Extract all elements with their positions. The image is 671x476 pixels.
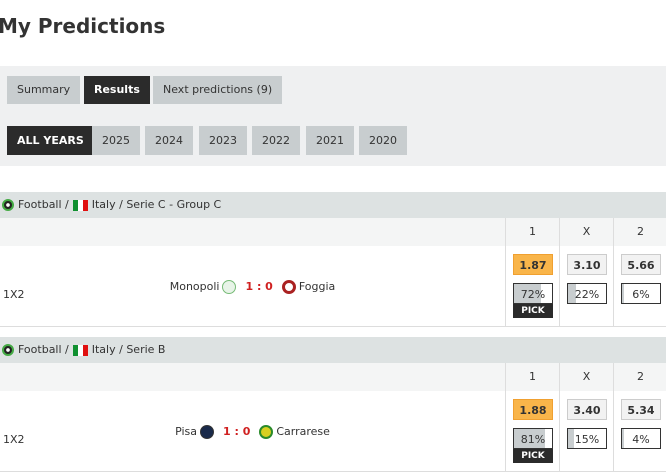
league-header[interactable]: Football / Italy / Serie C - Group C bbox=[0, 192, 666, 218]
separator: / bbox=[61, 343, 69, 356]
match-row[interactable]: 1X2 Monopoli 1 : 0 Foggia 1.87 72% PICK 3.… bbox=[0, 246, 666, 327]
pick-badge: PICK bbox=[513, 449, 553, 463]
column-header: X bbox=[559, 363, 613, 391]
odds-button[interactable]: 1.88 bbox=[513, 399, 553, 420]
page-title: My Predictions bbox=[0, 14, 166, 38]
odds-button[interactable]: 3.40 bbox=[567, 399, 607, 420]
sport-label: Football bbox=[18, 343, 62, 356]
pick-badge: PICK bbox=[513, 304, 553, 318]
year-2022[interactable]: 2022 bbox=[252, 126, 300, 155]
column-header: 2 bbox=[613, 363, 667, 391]
match-score: 1 : 0 bbox=[245, 280, 273, 293]
probability-bar: 22% bbox=[567, 283, 607, 304]
match-row[interactable]: 1X2 Pisa 1 : 0 Carrarese 1.88 81% PICK 3.4… bbox=[0, 391, 666, 472]
odds-column-1: 3.10 22% bbox=[559, 246, 613, 326]
year-2020[interactable]: 2020 bbox=[359, 126, 407, 155]
separator: / bbox=[61, 198, 69, 211]
tab-results[interactable]: Results bbox=[84, 76, 150, 104]
away-team-logo-icon bbox=[259, 425, 274, 439]
market-label: 1X2 bbox=[3, 288, 25, 301]
odds-column-2: 5.34 4% bbox=[613, 391, 667, 471]
probability-fill bbox=[622, 284, 625, 303]
away-team-logo-icon bbox=[281, 280, 296, 294]
home-team-logo-icon bbox=[199, 425, 214, 439]
probability-fill bbox=[514, 284, 542, 303]
year-2025[interactable]: 2025 bbox=[92, 126, 140, 155]
probability-bar: 6% bbox=[621, 283, 661, 304]
probability-fill bbox=[514, 429, 545, 448]
odds-column-1: 3.40 15% bbox=[559, 391, 613, 471]
filter-panel: Summary Results Next predictions (9) ALL… bbox=[0, 66, 666, 166]
football-icon bbox=[2, 199, 14, 211]
tab-summary[interactable]: Summary bbox=[7, 76, 81, 104]
away-team: Foggia bbox=[298, 280, 336, 293]
probability-bar: 15% bbox=[567, 428, 607, 449]
year-2024[interactable]: 2024 bbox=[145, 126, 193, 155]
league-label: / Serie C - Group C bbox=[119, 198, 222, 211]
column-header: 1 bbox=[505, 218, 559, 246]
home-team: Pisa bbox=[175, 425, 197, 438]
country-label: Italy bbox=[91, 198, 116, 211]
football-icon bbox=[2, 344, 14, 356]
probability-bar: 4% bbox=[621, 428, 661, 449]
odds-button[interactable]: 3.10 bbox=[567, 254, 607, 275]
probability-value: 15% bbox=[574, 433, 600, 446]
year-2021[interactable]: 2021 bbox=[306, 126, 354, 155]
match-info[interactable]: Pisa 1 : 0 Carrarese bbox=[0, 425, 505, 439]
probability-value: 72% bbox=[520, 288, 546, 301]
tab-next-predictions[interactable]: Next predictions (9) bbox=[153, 76, 283, 104]
probability-fill bbox=[568, 429, 574, 448]
away-team: Carrarese bbox=[276, 425, 330, 438]
odds-column-0: 1.88 81% PICK bbox=[505, 391, 559, 471]
italy-flag-icon bbox=[72, 199, 88, 211]
odds-column-0: 1.87 72% PICK bbox=[505, 246, 559, 326]
odds-button[interactable]: 1.87 bbox=[513, 254, 553, 275]
league-header[interactable]: Football / Italy / Serie B bbox=[0, 337, 666, 363]
year-all[interactable]: ALL YEARS bbox=[7, 126, 94, 155]
probability-fill bbox=[568, 284, 577, 303]
column-header: X bbox=[559, 218, 613, 246]
column-header: 2 bbox=[613, 218, 667, 246]
probability-value: 22% bbox=[574, 288, 600, 301]
probability-bar: 72% bbox=[513, 283, 553, 304]
probability-value: 81% bbox=[520, 433, 546, 446]
match-info[interactable]: Monopoli 1 : 0 Foggia bbox=[0, 280, 505, 294]
probability-fill bbox=[622, 429, 624, 448]
match-score: 1 : 0 bbox=[222, 425, 251, 438]
odds-button[interactable]: 5.34 bbox=[621, 399, 661, 420]
odds-button[interactable]: 5.66 bbox=[621, 254, 661, 275]
home-team-logo-icon bbox=[222, 280, 237, 294]
home-team: Monopoli bbox=[169, 280, 220, 293]
probability-value: 4% bbox=[632, 433, 650, 446]
probability-value: 6% bbox=[632, 288, 650, 301]
sport-label: Football bbox=[18, 198, 62, 211]
country-label: Italy bbox=[91, 343, 116, 356]
italy-flag-icon bbox=[72, 344, 88, 356]
market-label: 1X2 bbox=[3, 433, 25, 446]
league-label: / Serie B bbox=[119, 343, 166, 356]
year-2023[interactable]: 2023 bbox=[199, 126, 247, 155]
odds-column-2: 5.66 6% bbox=[613, 246, 667, 326]
probability-bar: 81% bbox=[513, 428, 553, 449]
column-header: 1 bbox=[505, 363, 559, 391]
